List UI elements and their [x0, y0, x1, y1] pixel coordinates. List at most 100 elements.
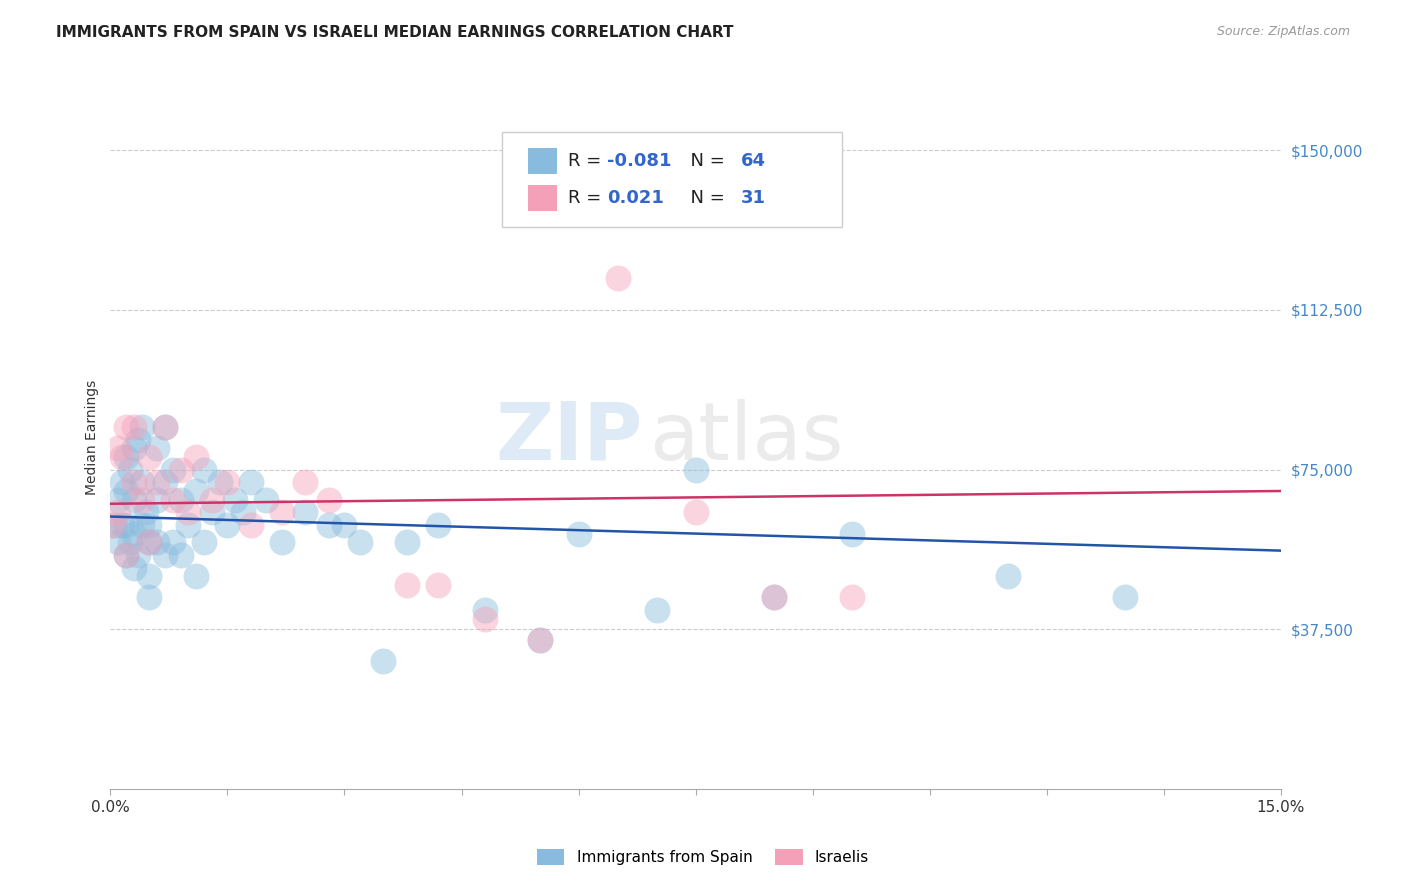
Point	[239, 518, 262, 533]
Point	[193, 535, 215, 549]
Point	[177, 518, 200, 533]
Point	[186, 450, 208, 464]
Point	[138, 450, 160, 464]
Point	[997, 569, 1019, 583]
Text: 64: 64	[741, 152, 766, 169]
Point	[177, 505, 200, 519]
Point	[146, 492, 169, 507]
Point	[271, 535, 294, 549]
Point	[146, 442, 169, 456]
Point	[122, 560, 145, 574]
Point	[153, 548, 176, 562]
Point	[201, 505, 224, 519]
Text: R =: R =	[568, 152, 607, 169]
Point	[107, 492, 129, 507]
Point	[131, 420, 153, 434]
Point	[201, 492, 224, 507]
Text: N =: N =	[679, 152, 731, 169]
Point	[762, 591, 785, 605]
Point	[111, 450, 134, 464]
Text: 0.021: 0.021	[606, 189, 664, 207]
Point	[271, 505, 294, 519]
Point	[122, 526, 145, 541]
Point	[153, 475, 176, 490]
Text: -0.081: -0.081	[606, 152, 671, 169]
Point	[294, 475, 316, 490]
FancyBboxPatch shape	[502, 132, 842, 227]
Point	[294, 505, 316, 519]
Point	[169, 463, 191, 477]
Point	[146, 535, 169, 549]
Bar	[529, 147, 558, 174]
Point	[111, 475, 134, 490]
Point	[529, 633, 551, 648]
Point	[118, 535, 141, 549]
Point	[606, 271, 628, 285]
Point	[474, 603, 496, 617]
Point	[131, 518, 153, 533]
Point	[107, 505, 129, 519]
Point	[217, 475, 239, 490]
Point	[239, 475, 262, 490]
Point	[349, 535, 371, 549]
Text: Source: ZipAtlas.com: Source: ZipAtlas.com	[1216, 25, 1350, 38]
Point	[111, 518, 134, 533]
Point	[122, 420, 145, 434]
Point	[427, 518, 450, 533]
Point	[107, 535, 129, 549]
Point	[162, 492, 184, 507]
Point	[115, 450, 138, 464]
Point	[232, 505, 254, 519]
Point	[193, 463, 215, 477]
Point	[169, 548, 191, 562]
Point	[138, 535, 160, 549]
Point	[395, 535, 418, 549]
Point	[685, 463, 707, 477]
Point	[529, 633, 551, 648]
Point	[474, 612, 496, 626]
Point	[153, 420, 176, 434]
Point	[135, 505, 157, 519]
Point	[138, 591, 160, 605]
Point	[373, 654, 395, 668]
Point	[103, 518, 125, 533]
Point	[131, 492, 153, 507]
Point	[318, 518, 340, 533]
Point	[115, 420, 138, 434]
Point	[217, 518, 239, 533]
Point	[131, 475, 153, 490]
Point	[101, 518, 124, 533]
Point	[127, 433, 149, 447]
Point	[122, 442, 145, 456]
Point	[427, 577, 450, 591]
Point	[186, 569, 208, 583]
Bar	[529, 185, 558, 211]
Text: 31: 31	[741, 189, 766, 207]
Point	[333, 518, 356, 533]
Point	[256, 492, 278, 507]
Text: ZIP: ZIP	[496, 399, 643, 476]
Point	[762, 591, 785, 605]
Point	[567, 526, 589, 541]
Point	[115, 548, 138, 562]
Y-axis label: Median Earnings: Median Earnings	[86, 380, 100, 495]
Point	[115, 483, 138, 498]
Point	[208, 475, 231, 490]
Point	[107, 442, 129, 456]
Point	[395, 577, 418, 591]
Point	[841, 591, 863, 605]
Point	[115, 548, 138, 562]
Text: R =: R =	[568, 189, 613, 207]
Text: N =: N =	[679, 189, 731, 207]
Text: IMMIGRANTS FROM SPAIN VS ISRAELI MEDIAN EARNINGS CORRELATION CHART: IMMIGRANTS FROM SPAIN VS ISRAELI MEDIAN …	[56, 25, 734, 40]
Point	[186, 483, 208, 498]
Point	[138, 569, 160, 583]
Point	[162, 535, 184, 549]
Point	[138, 518, 160, 533]
Point	[138, 535, 160, 549]
Legend: Immigrants from Spain, Israelis: Immigrants from Spain, Israelis	[530, 843, 876, 871]
Point	[115, 518, 138, 533]
Point	[153, 420, 176, 434]
Point	[122, 492, 145, 507]
Point	[224, 492, 246, 507]
